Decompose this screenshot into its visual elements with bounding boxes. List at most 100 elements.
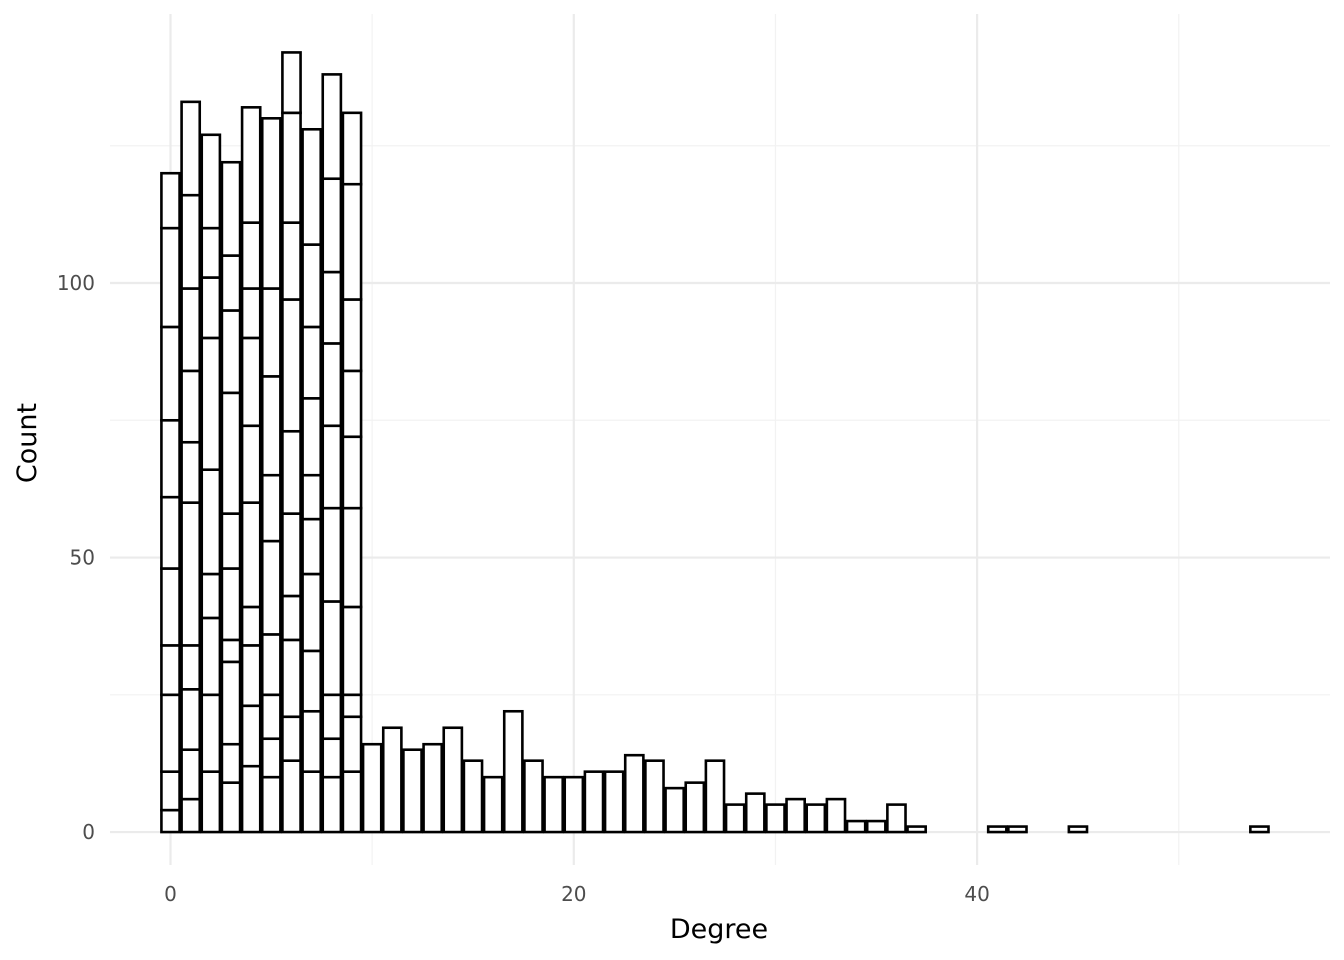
- histogram-bar: [986, 825, 1008, 834]
- histogram-bar-segment: [301, 243, 323, 329]
- histogram-bar-segment: [180, 688, 202, 752]
- histogram-bar-segment: [321, 600, 343, 697]
- histogram-bar-segment: [341, 506, 363, 609]
- histogram-bar-segment: [321, 424, 343, 510]
- histogram-bar: [886, 803, 907, 834]
- histogram-bar-segment: [321, 73, 343, 181]
- histogram-bar: [543, 775, 565, 834]
- histogram-bar-segment: [220, 391, 242, 515]
- histogram-bar-segment: [200, 226, 222, 279]
- histogram-bar: [502, 709, 524, 834]
- histogram-bar: [422, 742, 444, 834]
- histogram-bar-segment: [260, 539, 282, 636]
- histogram-bar-segment: [301, 127, 323, 246]
- histogram-bar: [684, 781, 706, 834]
- ticks-layer: 0 20 40 0 50 100: [57, 271, 990, 906]
- histogram-bar-segment: [281, 715, 302, 762]
- histogram-bar-segment: [321, 693, 343, 741]
- histogram-bar: [442, 726, 464, 834]
- histogram-bar-segment: [240, 287, 262, 340]
- histogram-bar-segment: [180, 440, 202, 504]
- histogram-bar-segment: [281, 512, 302, 598]
- histogram-bar: [402, 748, 423, 834]
- histogram-bar-segment: [281, 594, 302, 642]
- histogram-bar-segment: [240, 501, 262, 609]
- histogram-bar-segment: [220, 567, 242, 642]
- histogram-bar: [1067, 825, 1089, 834]
- histogram-bar-segment: [301, 770, 323, 834]
- histogram-bar-segment: [281, 111, 302, 224]
- x-axis-title: Degree: [670, 914, 768, 945]
- histogram-bar-segment: [321, 177, 343, 274]
- x-tick-label: 40: [964, 882, 989, 906]
- histogram-bar: [623, 753, 645, 834]
- histogram-bar-segment: [321, 737, 343, 779]
- histogram-bar-segment: [341, 605, 363, 697]
- histogram-bar-segment: [301, 709, 323, 773]
- histogram-bar-segment: [240, 336, 262, 428]
- histogram-bar: [462, 759, 484, 834]
- histogram-bar: [765, 803, 786, 834]
- histogram-bar-segment: [200, 276, 222, 340]
- histogram-bar: [785, 797, 806, 834]
- histogram-bar: [704, 759, 726, 834]
- histogram-bar-segment: [220, 660, 242, 746]
- histogram-bar-segment: [341, 111, 363, 186]
- histogram-bar-segment: [180, 193, 202, 290]
- histogram-bar-segment: [160, 495, 181, 570]
- histogram-bar-segment: [301, 649, 323, 713]
- histogram-bar-segment: [260, 775, 282, 834]
- histogram-bar-segment: [260, 287, 282, 378]
- histogram-bar-segment: [341, 435, 363, 510]
- histogram-bar-segment: [240, 764, 262, 834]
- histogram-bar-segment: [260, 117, 282, 290]
- histogram-bar-segment: [200, 616, 222, 697]
- histogram-bar-segment: [301, 325, 323, 400]
- histogram-bar-segment: [341, 369, 363, 439]
- histogram-bar-segment: [200, 133, 222, 230]
- histogram-bar-segment: [260, 737, 282, 779]
- histogram-bar-segment: [160, 171, 181, 230]
- histogram-bar-segment: [200, 693, 222, 773]
- histogram-bar-segment: [240, 704, 262, 768]
- histogram-bar: [845, 819, 867, 834]
- histogram-bar-segment: [180, 748, 202, 801]
- histogram-bar-segment: [160, 567, 181, 647]
- histogram-bar-segment: [341, 298, 363, 373]
- histogram-bar-segment: [281, 429, 302, 515]
- histogram-bar-segment: [160, 325, 181, 422]
- histogram-bar-segment: [180, 797, 202, 834]
- histogram-bar-segment: [321, 342, 343, 428]
- histogram-bar-segment: [301, 473, 323, 521]
- histogram-bar: [805, 803, 827, 834]
- histogram-bar: [381, 726, 403, 834]
- histogram-bar: [1007, 825, 1028, 834]
- histogram-bar: [523, 759, 544, 834]
- histogram-bar-segment: [220, 781, 242, 834]
- x-tick-label: 0: [164, 882, 177, 906]
- histogram-bar-segment: [260, 375, 282, 477]
- histogram-bar-segment: [240, 644, 262, 708]
- histogram-bar-segment: [180, 644, 202, 691]
- histogram-bar-segment: [240, 221, 262, 290]
- histogram-bar: [361, 742, 383, 834]
- histogram-bar-segment: [160, 418, 181, 499]
- histogram-bar: [865, 819, 887, 834]
- histogram-bar: [825, 797, 847, 834]
- histogram-bar-segment: [220, 254, 242, 312]
- histogram-bar-segment: [281, 759, 302, 834]
- x-tick-label: 20: [561, 882, 586, 906]
- histogram-bar-segment: [220, 742, 242, 784]
- histogram-bar-segment: [200, 770, 222, 834]
- histogram-bar-segment: [260, 693, 282, 741]
- y-tick-label: 50: [70, 546, 95, 570]
- y-tick-label: 0: [82, 820, 95, 844]
- histogram-bar-segment: [341, 715, 363, 773]
- histogram-bar-segment: [281, 638, 302, 719]
- histogram-bar-segment: [301, 572, 323, 653]
- histogram-bar-segment: [160, 693, 181, 773]
- histogram-bar: [664, 786, 686, 834]
- histogram-bar-segment: [260, 473, 282, 543]
- histogram-bar-segment: [281, 51, 302, 115]
- histogram-bar-segment: [301, 397, 323, 477]
